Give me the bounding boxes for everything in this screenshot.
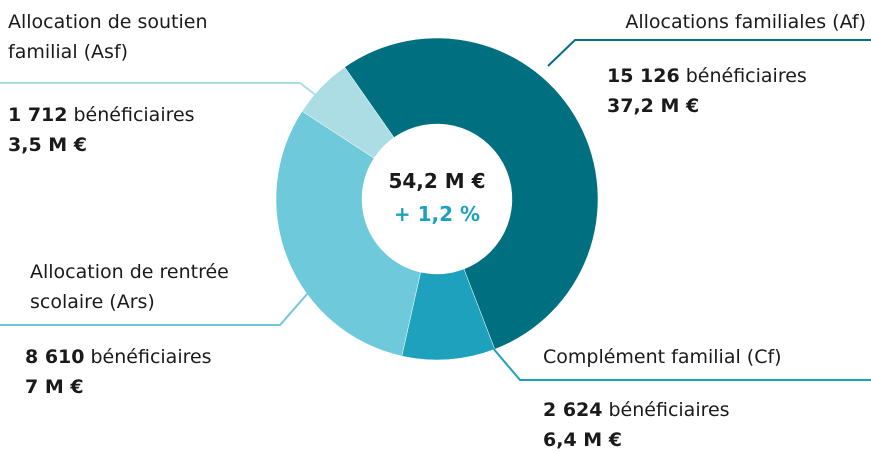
beneficiaries-count: 2 624 bbox=[543, 399, 603, 421]
beneficiaries: 15 126 bénéficiaires bbox=[607, 61, 807, 91]
category-label: Allocation de soutien familial (Asf) bbox=[8, 11, 208, 63]
category-label: Allocations familiales (Af) bbox=[625, 11, 866, 33]
leader-line bbox=[0, 82, 323, 101]
leader-line bbox=[547, 39, 871, 67]
amount: 3,5 M € bbox=[8, 134, 88, 156]
beneficiaries-unit: bénéficiaires bbox=[685, 65, 807, 87]
donut-slice bbox=[344, 37, 599, 350]
amount: 6,4 M € bbox=[543, 429, 623, 451]
beneficiaries: 2 624 bénéficiaires bbox=[543, 395, 730, 425]
category-label: Complément familial (Cf) bbox=[543, 346, 782, 368]
donut-slice bbox=[275, 110, 421, 357]
donut-slice bbox=[301, 66, 395, 159]
beneficiaries-unit: bénéficiaires bbox=[608, 399, 730, 421]
beneficiaries-count: 15 126 bbox=[607, 65, 680, 87]
leader-line bbox=[0, 292, 309, 326]
total: 54,2 M € bbox=[388, 169, 486, 193]
beneficiaries: 1 712 bénéficiaires bbox=[8, 100, 195, 130]
leader-line bbox=[491, 346, 871, 381]
beneficiaries-unit: bénéficiaires bbox=[73, 104, 195, 126]
beneficiaries-count: 1 712 bbox=[8, 104, 68, 126]
category-label: Allocation de rentrée scolaire (Ars) bbox=[30, 261, 229, 313]
amount: 7 M € bbox=[25, 376, 84, 398]
change: + 1,2 % bbox=[393, 202, 481, 226]
beneficiaries: 8 610 bénéficiaires bbox=[25, 342, 212, 372]
beneficiaries-count: 8 610 bbox=[25, 346, 85, 368]
amount: 37,2 M € bbox=[607, 95, 700, 117]
beneficiaries-unit: bénéficiaires bbox=[90, 346, 212, 368]
